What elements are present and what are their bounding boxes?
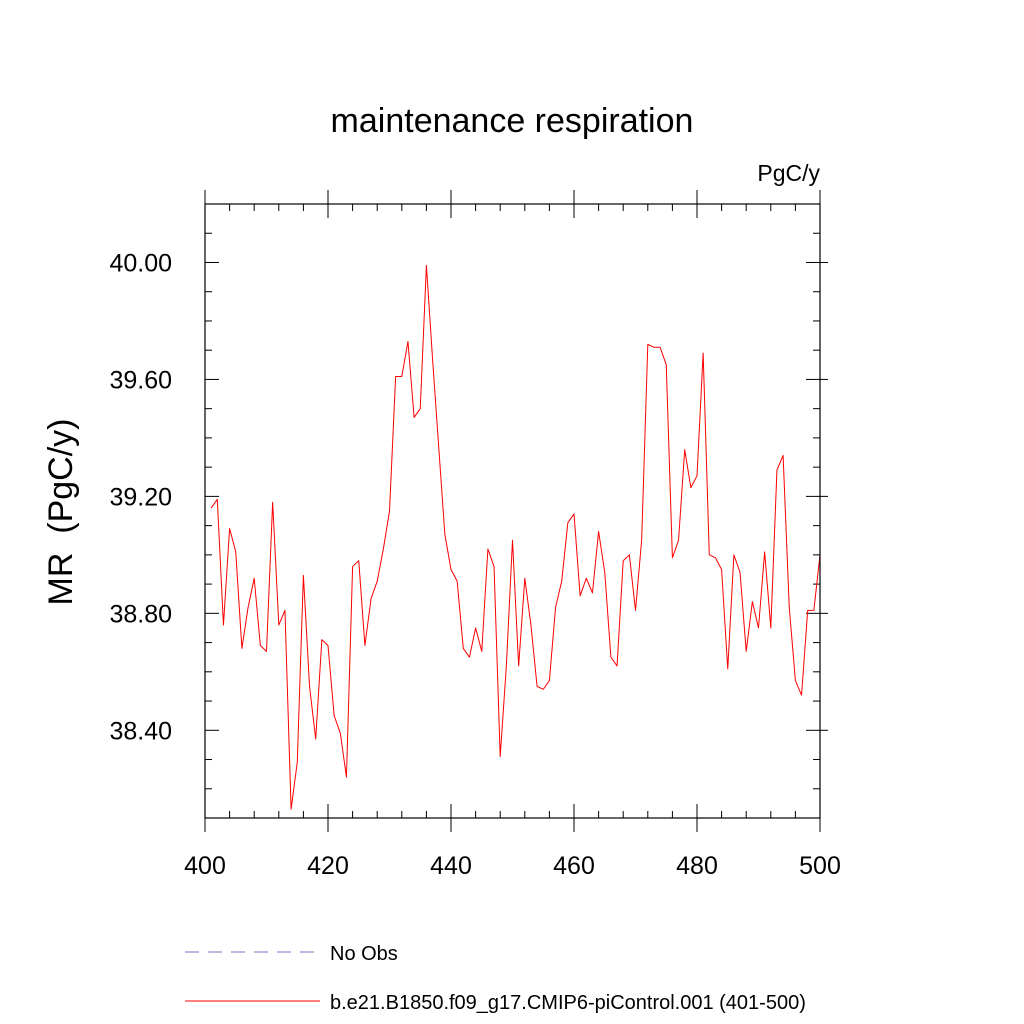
plot-frame xyxy=(204,203,821,819)
y-tick-label: 39.20 xyxy=(109,483,172,511)
x-tick-label: 500 xyxy=(799,852,841,880)
legend: No Obs b.e21.B1850.f09_g17.CMIP6-piContr… xyxy=(185,943,806,1014)
y-axis-label: MR (PgC/y) xyxy=(42,419,80,606)
x-tick-label: 440 xyxy=(430,852,472,880)
y-tick-label: 40.00 xyxy=(109,249,172,277)
x-tick-label: 420 xyxy=(307,852,349,880)
x-tick-label: 480 xyxy=(676,852,718,880)
y-tick-label: 38.80 xyxy=(109,600,172,628)
series-layer xyxy=(210,264,821,810)
legend-label-no-obs: No Obs xyxy=(330,943,398,965)
units-label: PgC/y xyxy=(757,160,820,186)
series-line-1 xyxy=(210,264,821,810)
x-tick-label: 400 xyxy=(184,852,226,880)
y-tick-label: 38.40 xyxy=(109,717,172,745)
chart-title: maintenance respiration xyxy=(331,102,694,140)
tick-labels: 400 420 440 460 480 500 38.40 38.80 39.20 39.60 40… xyxy=(109,249,840,880)
y-tick-label: 39.60 xyxy=(109,366,172,394)
x-tick-label: 460 xyxy=(553,852,595,880)
legend-label-control-run: b.e21.B1850.f09_g17.CMIP6-piControl.001 … xyxy=(330,992,806,1014)
